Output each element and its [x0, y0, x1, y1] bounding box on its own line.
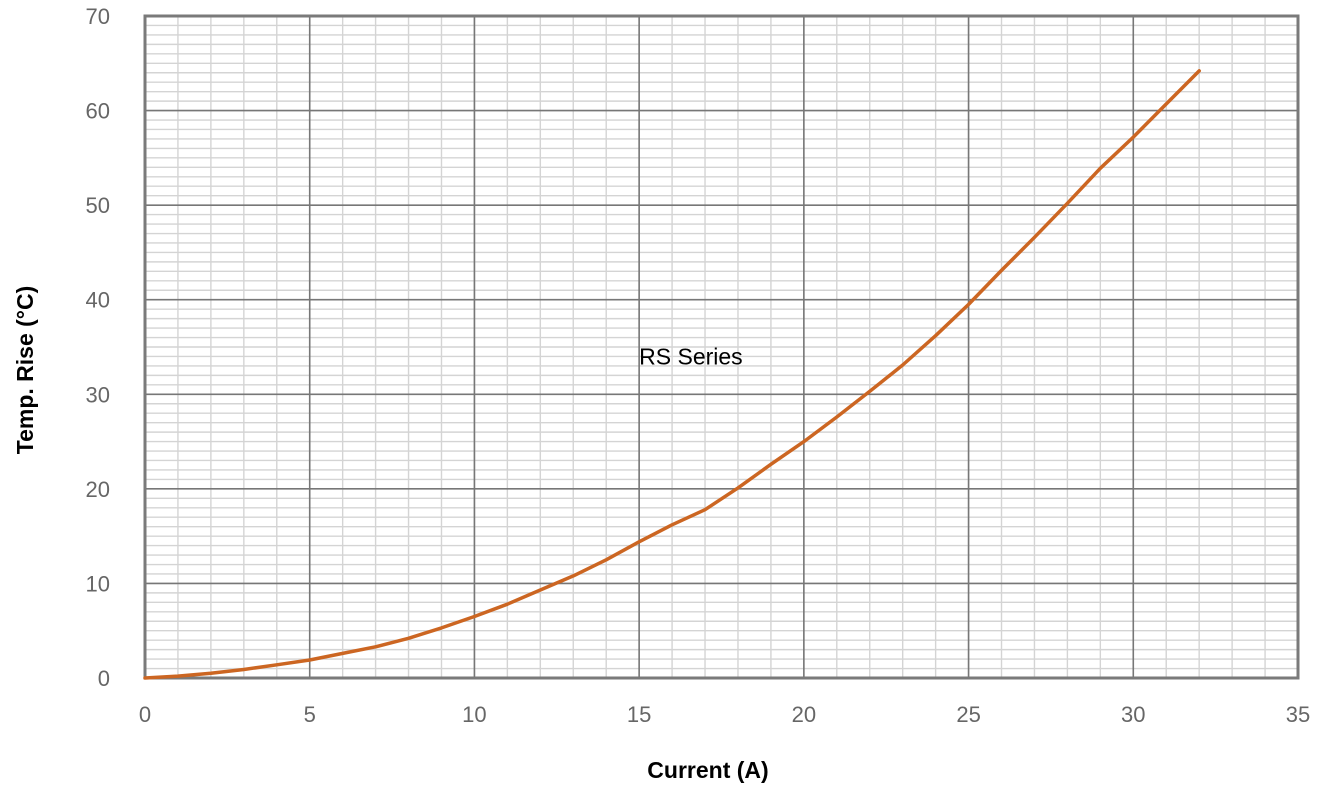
x-tick-label: 30: [1121, 702, 1145, 727]
y-tick-label: 60: [86, 99, 110, 124]
x-tick-label: 35: [1286, 702, 1310, 727]
series-annotation: RS Series: [639, 343, 743, 369]
y-tick-label: 50: [86, 193, 110, 218]
x-tick-labels: 0 5 10 15 20 25 30 35: [139, 702, 1310, 727]
y-tick-labels: 0 10 20 30 40 50 60 70: [86, 4, 110, 691]
x-tick-label: 0: [139, 702, 151, 727]
x-axis-title: Current (A): [647, 757, 768, 783]
x-tick-label: 15: [627, 702, 651, 727]
x-tick-label: 20: [792, 702, 816, 727]
y-tick-label: 70: [86, 4, 110, 29]
x-tick-label: 10: [462, 702, 486, 727]
x-tick-label: 25: [956, 702, 980, 727]
x-tick-label: 5: [304, 702, 316, 727]
y-tick-label: 20: [86, 477, 110, 502]
y-axis-title: Temp. Rise (°C): [12, 286, 38, 455]
y-tick-label: 40: [86, 288, 110, 313]
y-tick-label: 10: [86, 571, 110, 596]
y-tick-label: 30: [86, 382, 110, 407]
y-tick-label: 0: [98, 666, 110, 691]
